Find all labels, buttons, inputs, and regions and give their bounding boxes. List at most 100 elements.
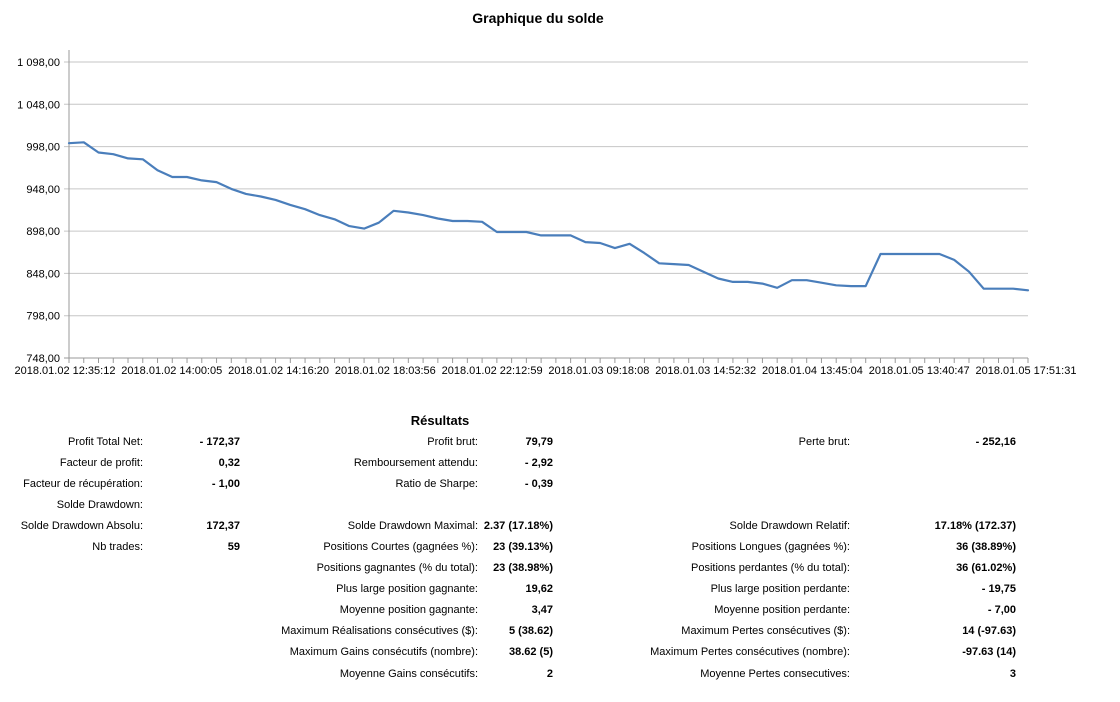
stat-value: 19,62	[525, 583, 553, 596]
stat-label: Moyenne Pertes consecutives:	[700, 667, 850, 680]
stat-row: Solde Drawdown:	[20, 494, 240, 515]
stat-value: 17.18% (172.37)	[934, 519, 1016, 532]
stat-row: Positions gagnantes (% du total): 23 (38.…	[250, 558, 553, 579]
x-axis-label: 2018.01.05 13:40:47	[869, 365, 970, 377]
stat-row: Plus large position perdante: - 19,75	[600, 579, 1016, 600]
stat-label: Positions gagnantes (% du total):	[316, 562, 478, 575]
stat-label: Perte brut:	[798, 435, 850, 448]
stat-value: 5 (38.62)	[508, 625, 553, 638]
stat-row: Solde Drawdown Relatif: 17.18% (172.37)	[600, 515, 1016, 536]
stat-value: 23 (38.98%)	[493, 562, 553, 575]
stat-row	[600, 494, 1016, 515]
stat-row: Plus large position gagnante: 19,62	[250, 579, 553, 600]
stat-label: Plus large position perdante:	[710, 583, 850, 596]
stat-row: Positions perdantes (% du total): 36 (61.…	[600, 558, 1016, 579]
stat-value: - 252,16	[975, 435, 1016, 448]
stat-label: Nb trades:	[92, 541, 143, 554]
stat-value: 23 (39.13%)	[493, 541, 553, 554]
y-axis-label: 898,00	[26, 226, 60, 238]
stat-value: 172,37	[206, 519, 240, 532]
stat-row: Perte brut: - 252,16	[600, 431, 1016, 452]
x-axis-label: 2018.01.02 18:03:56	[335, 365, 436, 377]
results-column-left: Profit Total Net: - 172,37 Facteur de prof…	[20, 431, 240, 558]
stat-row: Moyenne Gains consécutifs: 2	[250, 663, 553, 684]
stat-row: Remboursement attendu: - 2,92	[250, 452, 553, 473]
stat-value: - 19,75	[981, 583, 1016, 596]
stat-label: Maximum Pertes consécutives ($):	[681, 625, 850, 638]
stat-label: Maximum Pertes consécutives (nombre):	[650, 646, 850, 659]
y-axis-label: 798,00	[26, 311, 60, 323]
stat-label: Remboursement attendu:	[353, 456, 478, 469]
stat-value: 14 (-97.63)	[962, 625, 1016, 638]
x-axis-label: 2018.01.02 22:12:59	[442, 365, 543, 377]
stat-label: Facteur de profit:	[59, 456, 143, 469]
stat-row: Profit brut: 79,79	[250, 431, 553, 452]
stat-row: Positions Longues (gagnées %): 36 (38.89%…	[600, 536, 1016, 557]
stat-label: Facteur de récupération:	[23, 477, 143, 490]
y-axis-label: 1 048,00	[17, 99, 60, 111]
stat-row	[250, 494, 553, 515]
stat-row: Maximum Pertes consécutives (nombre): -97…	[600, 642, 1016, 663]
x-axis-label: 2018.01.03 14:52:32	[655, 365, 756, 377]
stat-value: 59	[227, 541, 240, 554]
stat-row: Ratio de Sharpe: - 0,39	[250, 473, 553, 494]
stat-value: 0,32	[218, 456, 240, 469]
stat-row: Facteur de profit: 0,32	[20, 452, 240, 473]
stat-label: Positions Courtes (gagnées %):	[323, 541, 478, 554]
stat-label: Profit Total Net:	[68, 435, 143, 448]
stat-value: - 2,92	[524, 456, 553, 469]
stat-label: Maximum Gains consécutifs (nombre):	[289, 646, 478, 659]
x-axis-label: 2018.01.03 09:18:08	[548, 365, 649, 377]
stat-row: Moyenne position perdante: - 7,00	[600, 600, 1016, 621]
stat-label: Maximum Réalisations consécutives ($):	[281, 625, 478, 638]
stat-label: Plus large position gagnante:	[336, 583, 478, 596]
results-column-middle: Profit brut: 79,79 Remboursement attendu: -…	[250, 431, 553, 684]
stat-row: Maximum Réalisations consécutives ($): 5 …	[250, 621, 553, 642]
stat-row: Solde Drawdown Maximal: 2.37 (17.18%)	[250, 515, 553, 536]
stat-row	[600, 452, 1016, 473]
results-title: Résultats	[410, 413, 470, 428]
stat-row: Facteur de récupération: - 1,00	[20, 473, 240, 494]
stat-row: Maximum Pertes consécutives ($): 14 (-97.…	[600, 621, 1016, 642]
x-axis-label: 2018.01.05 17:51:31	[976, 365, 1077, 377]
x-axis-label: 2018.01.02 12:35:12	[15, 365, 116, 377]
stat-value: 36 (61.02%)	[956, 562, 1016, 575]
stat-value: - 7,00	[987, 604, 1016, 617]
stat-value: 36 (38.89%)	[956, 541, 1016, 554]
stat-value: 79,79	[525, 435, 553, 448]
stat-value: 38.62 (5)	[508, 646, 553, 659]
stat-row: Moyenne position gagnante: 3,47	[250, 600, 553, 621]
x-axis-label: 2018.01.02 14:00:05	[121, 365, 222, 377]
stat-row: Profit Total Net: - 172,37	[20, 431, 240, 452]
stat-label: Solde Drawdown Absolu:	[20, 519, 143, 532]
stat-label: Solde Drawdown Relatif:	[729, 519, 850, 532]
stat-value: 3,47	[531, 604, 553, 617]
stat-value: - 0,39	[524, 477, 553, 490]
y-axis-label: 998,00	[26, 142, 60, 154]
x-axis-label: 2018.01.02 14:16:20	[228, 365, 329, 377]
stat-row	[600, 473, 1016, 494]
results-column-right: Perte brut: - 252,16 Solde Drawdown Relati…	[600, 431, 1016, 684]
stat-label: Moyenne position gagnante:	[339, 604, 478, 617]
y-axis-label: 848,00	[26, 268, 60, 280]
stat-row: Moyenne Pertes consecutives: 3	[600, 663, 1016, 684]
stat-label: Positions perdantes (% du total):	[691, 562, 850, 575]
stat-label: Ratio de Sharpe:	[395, 477, 478, 490]
stat-label: Moyenne position perdante:	[714, 604, 850, 617]
stat-label: Solde Drawdown:	[56, 498, 143, 511]
y-axis-label: 748,00	[26, 353, 60, 365]
stat-row: Solde Drawdown Absolu: 172,37	[20, 515, 240, 536]
x-axis-label: 2018.01.04 13:45:04	[762, 365, 863, 377]
balance-line	[67, 141, 1030, 292]
stat-label: Moyenne Gains consécutifs:	[339, 667, 478, 680]
stat-value: 2	[546, 667, 553, 680]
stat-label: Profit brut:	[427, 435, 478, 448]
stat-value: - 172,37	[199, 435, 240, 448]
stat-value: 2.37 (17.18%)	[483, 519, 553, 532]
stat-value: -97.63 (14)	[962, 646, 1016, 659]
balance-chart: 1 098,00 1 048,00 998,00 948,00 898,00 848,00…	[15, 50, 1077, 377]
chart-title: Graphique du solde	[472, 10, 604, 26]
stat-label: Solde Drawdown Maximal:	[347, 519, 478, 532]
stat-row: Maximum Gains consécutifs (nombre): 38.62…	[250, 642, 553, 663]
stat-row: Nb trades: 59	[20, 536, 240, 557]
